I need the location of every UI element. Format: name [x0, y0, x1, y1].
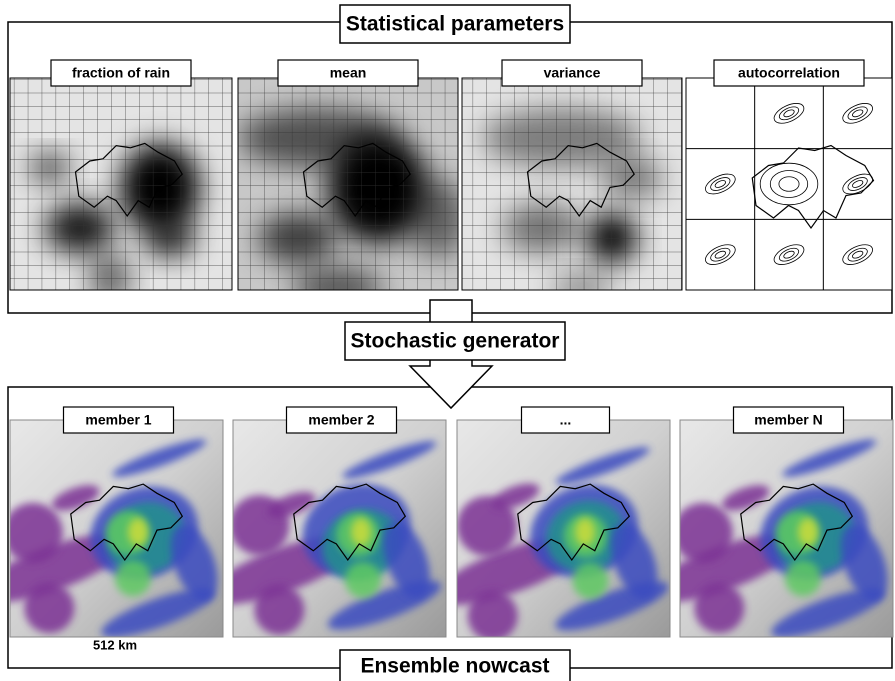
member-panel: member 1 — [0, 407, 227, 647]
grid — [238, 78, 458, 290]
grid — [462, 78, 682, 290]
rain-core — [128, 518, 148, 546]
parameter-panel: mean — [238, 60, 468, 308]
panel-label: member 1 — [85, 412, 151, 428]
panel-label: fraction of rain — [72, 65, 170, 81]
rain-core — [351, 518, 371, 546]
rain-core — [798, 518, 818, 546]
panel-label: variance — [544, 65, 601, 81]
panel-content — [200, 420, 446, 642]
parameter-panel: autocorrelation — [686, 60, 892, 290]
member-panel: member 2 — [200, 407, 446, 642]
panel-content — [10, 78, 232, 303]
panel-label: member N — [754, 412, 822, 428]
panel-label: autocorrelation — [738, 65, 840, 81]
header-title: Statistical parameters — [346, 13, 564, 36]
panel-content — [428, 420, 673, 648]
panel-content — [462, 78, 682, 303]
panel-label: mean — [330, 65, 367, 81]
panel-label: member 2 — [308, 412, 374, 428]
scale-label: 512 km — [93, 637, 137, 652]
footer-title: Ensemble nowcast — [360, 655, 549, 678]
diagram: fraction of rain mean variance autocorrelat… — [0, 0, 895, 681]
grid — [10, 78, 232, 290]
generator-label: Stochastic generator — [351, 330, 560, 353]
panel-content — [0, 420, 227, 647]
member-panel: ... — [428, 407, 673, 648]
panel-label: ... — [560, 412, 572, 428]
rain-core — [575, 518, 595, 546]
parameter-panel: fraction of rain — [10, 60, 232, 303]
panel-content — [238, 78, 468, 308]
page: fraction of rain mean variance autocorrelat… — [0, 0, 895, 681]
parameter-panel: variance — [462, 60, 682, 303]
